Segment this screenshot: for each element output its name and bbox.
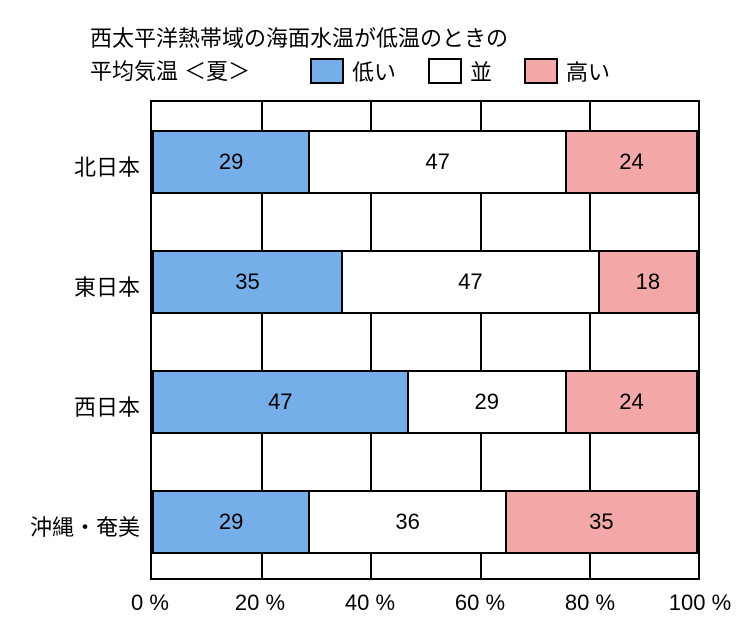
legend-swatch-high: [524, 58, 558, 84]
bar-segment-high: 18: [600, 250, 698, 314]
bar-segment-low: 35: [152, 250, 343, 314]
category-label: 北日本: [0, 150, 140, 182]
bar-segment-high: 35: [507, 490, 698, 554]
legend-swatch-low: [310, 58, 344, 84]
plot-area: 29 47 24 35 47 18 47 29 24 29 36 35: [150, 100, 700, 580]
bar-segment-low: 47: [152, 370, 409, 434]
x-tick: 80 %: [565, 590, 615, 616]
bar-row: 35 47 18: [152, 250, 698, 314]
bar-segment-normal: 47: [343, 250, 600, 314]
legend-swatch-normal: [428, 58, 462, 84]
bar-row: 47 29 24: [152, 370, 698, 434]
x-tick: 100 %: [669, 590, 731, 616]
x-tick: 20 %: [235, 590, 285, 616]
bar-segment-high: 24: [567, 130, 698, 194]
bar-segment-normal: 29: [409, 370, 567, 434]
bar-segment-normal: 47: [310, 130, 567, 194]
bar-segment-low: 29: [152, 490, 310, 554]
x-tick: 60 %: [455, 590, 505, 616]
legend-label-low: 低い: [352, 55, 396, 87]
category-label: 沖縄・奄美: [0, 510, 140, 542]
legend-label-normal: 並: [470, 55, 492, 87]
stacked-bar-chart: 西太平洋熱帯域の海面水温が低温のときの 平均気温 ＜夏＞ 低い 並 高い 北日本…: [0, 0, 750, 640]
bar-row: 29 47 24: [152, 130, 698, 194]
title-line-1: 西太平洋熱帯域の海面水温が低温のときの: [90, 22, 508, 55]
legend: 低い 並 高い: [310, 55, 610, 87]
bar-segment-low: 29: [152, 130, 310, 194]
bar-segment-normal: 36: [310, 490, 507, 554]
bar-row: 29 36 35: [152, 490, 698, 554]
x-tick: 40 %: [345, 590, 395, 616]
bar-segment-high: 24: [567, 370, 698, 434]
x-tick: 0 %: [131, 590, 169, 616]
category-label: 西日本: [0, 390, 140, 422]
legend-label-high: 高い: [566, 55, 610, 87]
category-label: 東日本: [0, 270, 140, 302]
